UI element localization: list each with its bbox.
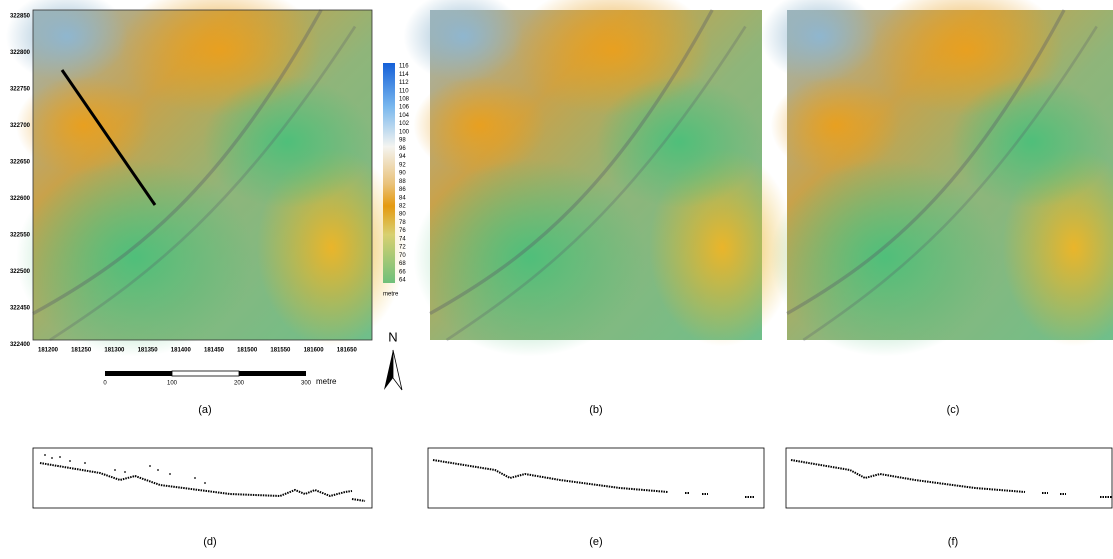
- colorbar-label: 78: [399, 220, 406, 226]
- map-c: [759, 0, 1113, 359]
- profile-points: [39, 462, 353, 498]
- caption: (f): [948, 536, 958, 548]
- x-coordinate-label: 181300: [104, 348, 125, 354]
- x-coordinate-label: 181550: [270, 348, 291, 354]
- x-coordinate-label: 181200: [38, 348, 59, 354]
- scale-unit: metre: [316, 377, 337, 386]
- colorbar-unit: metre: [383, 292, 399, 298]
- y-coordinate-label: 322450: [10, 306, 31, 312]
- colorbar-label: 98: [399, 138, 406, 144]
- y-coordinate-label: 322650: [10, 160, 31, 166]
- y-coordinate-label: 322550: [10, 233, 31, 239]
- profile-box: [785, 447, 1113, 509]
- scale-segment: [239, 371, 306, 376]
- north-label: N: [388, 329, 397, 344]
- caption: (b): [589, 404, 602, 416]
- map-frame: [32, 9, 373, 341]
- y-coordinate-label: 322750: [10, 87, 31, 93]
- y-coordinate-label: 322600: [10, 196, 31, 202]
- colorbar-label: 100: [399, 129, 410, 135]
- x-coordinate-label: 181250: [71, 348, 92, 354]
- colorbar-label: 110: [399, 88, 409, 94]
- colorbar-label: 80: [399, 212, 406, 218]
- colorbar-label: 88: [399, 179, 406, 185]
- scale-label: 100: [167, 381, 178, 387]
- y-coordinate-label: 322850: [10, 14, 31, 20]
- profile-box: [427, 447, 765, 509]
- colorbar-label: 116: [399, 64, 409, 70]
- colorbar-label: 108: [399, 97, 410, 103]
- colorbar-label: 92: [399, 162, 406, 168]
- scale-segment: [171, 370, 240, 377]
- north-arrow: [392, 349, 403, 391]
- scale-label: 300: [301, 381, 312, 387]
- x-coordinate-label: 181600: [304, 348, 325, 354]
- north-arrow: [384, 350, 393, 390]
- y-coordinate-label: 322500: [10, 269, 31, 275]
- caption: (e): [589, 536, 602, 548]
- colorbar-label: 102: [399, 121, 410, 127]
- y-coordinate-label: 322700: [10, 123, 31, 129]
- y-coordinate-label: 322800: [10, 50, 31, 56]
- profile-points: [432, 459, 669, 493]
- colorbar-label: 72: [399, 245, 406, 251]
- profile-line: [60, 69, 157, 206]
- y-coordinate-label: 322400: [10, 342, 31, 348]
- caption: (a): [198, 404, 211, 416]
- colorbar-label: 94: [399, 154, 406, 160]
- colorbar-label: 112: [399, 80, 409, 86]
- profile-box: [32, 447, 373, 509]
- map-a: [4, 0, 408, 359]
- caption: (d): [203, 536, 216, 548]
- x-coordinate-label: 181400: [171, 348, 192, 354]
- colorbar-label: 76: [399, 228, 406, 234]
- scale-segment: [105, 371, 172, 376]
- profile-points: [685, 492, 755, 498]
- colorbar-label: 66: [399, 269, 406, 275]
- colorbar-label: 106: [399, 105, 410, 111]
- scale-label: 200: [234, 381, 245, 387]
- colorbar-label: 74: [399, 236, 406, 242]
- profile-points: [351, 498, 366, 502]
- colorbar-label: 68: [399, 261, 406, 267]
- profile-outliers: [44, 454, 206, 484]
- colorbar-label: 90: [399, 171, 406, 177]
- profile-points: [790, 459, 1026, 493]
- caption: (c): [947, 404, 960, 416]
- x-coordinate-label: 181350: [138, 348, 159, 354]
- colorbar-label: 114: [399, 72, 409, 78]
- map-b: [401, 0, 797, 359]
- colorbar-label: 82: [399, 204, 406, 210]
- colorbar: [383, 63, 395, 283]
- x-coordinate-label: 181450: [204, 348, 225, 354]
- colorbar-label: 96: [399, 146, 406, 152]
- colorbar-label: 64: [399, 278, 406, 284]
- colorbar-label: 70: [399, 253, 406, 259]
- profile-points: [1042, 492, 1112, 498]
- colorbar-label: 84: [399, 195, 406, 201]
- colorbar-label: 104: [399, 113, 410, 119]
- colorbar-label: 86: [399, 187, 406, 193]
- x-coordinate-label: 181500: [237, 348, 258, 354]
- scale-label: 0: [103, 381, 107, 387]
- x-coordinate-label: 181650: [337, 348, 358, 354]
